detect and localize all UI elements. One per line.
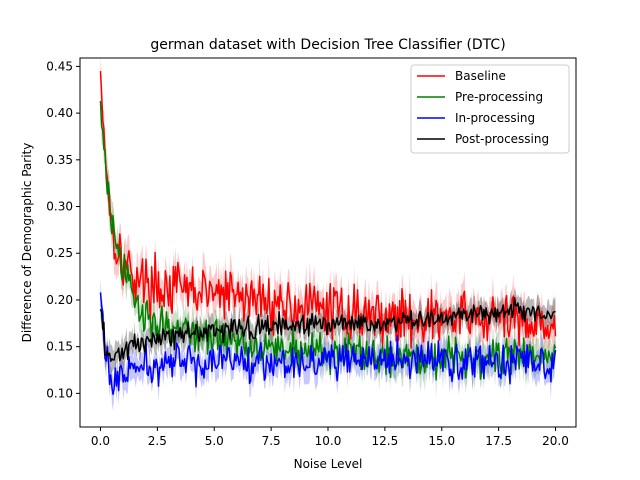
- series-band-baseline: [100, 56, 556, 369]
- x-axis: 0.0 2.5 5.0 7.5 10.0 12.5 15.0 17.5 20.0: [91, 427, 569, 448]
- x-axis-label: Noise Level: [294, 457, 363, 471]
- legend: Baseline Pre-processing In-processing Post-…: [410, 64, 570, 154]
- x-tick-label: 17.5: [485, 434, 512, 448]
- legend-label: Post-processing: [455, 132, 549, 146]
- legend-label: Pre-processing: [455, 90, 543, 104]
- series-lines: [99, 71, 557, 396]
- series-line-in-processing: [99, 292, 557, 396]
- y-axis: 0.10 0.15 0.20 0.25 0.30 0.35 0.40 0.45: [46, 59, 80, 400]
- chart-title: german dataset with Decision Tree Classi…: [150, 37, 505, 53]
- y-tick-label: 0.35: [46, 153, 73, 167]
- y-tick-label: 0.20: [46, 293, 73, 307]
- series-band-pre-processing: [100, 81, 556, 400]
- x-tick-label: 20.0: [542, 434, 569, 448]
- legend-box: [410, 64, 570, 154]
- x-tick-label: 2.5: [148, 434, 167, 448]
- series-line-baseline: [99, 71, 557, 349]
- y-tick-label: 0.10: [46, 386, 73, 400]
- y-tick-label: 0.15: [46, 340, 73, 354]
- x-tick-label: 12.5: [372, 434, 399, 448]
- y-tick-label: 0.25: [46, 246, 73, 260]
- series-line-post-processing: [99, 296, 556, 363]
- series-band-in-processing: [100, 277, 556, 412]
- legend-label: Baseline: [455, 69, 506, 83]
- y-tick-label: 0.45: [46, 59, 73, 73]
- y-tick-label: 0.40: [46, 106, 73, 120]
- x-tick-label: 15.0: [428, 434, 455, 448]
- legend-label: In-processing: [455, 111, 535, 125]
- y-axis-label: Difference of Demographic Parity: [20, 143, 34, 343]
- y-tick-label: 0.30: [46, 200, 73, 214]
- x-tick-label: 5.0: [205, 434, 224, 448]
- x-tick-label: 0.0: [91, 434, 110, 448]
- x-tick-label: 10.0: [315, 434, 342, 448]
- x-tick-label: 7.5: [262, 434, 281, 448]
